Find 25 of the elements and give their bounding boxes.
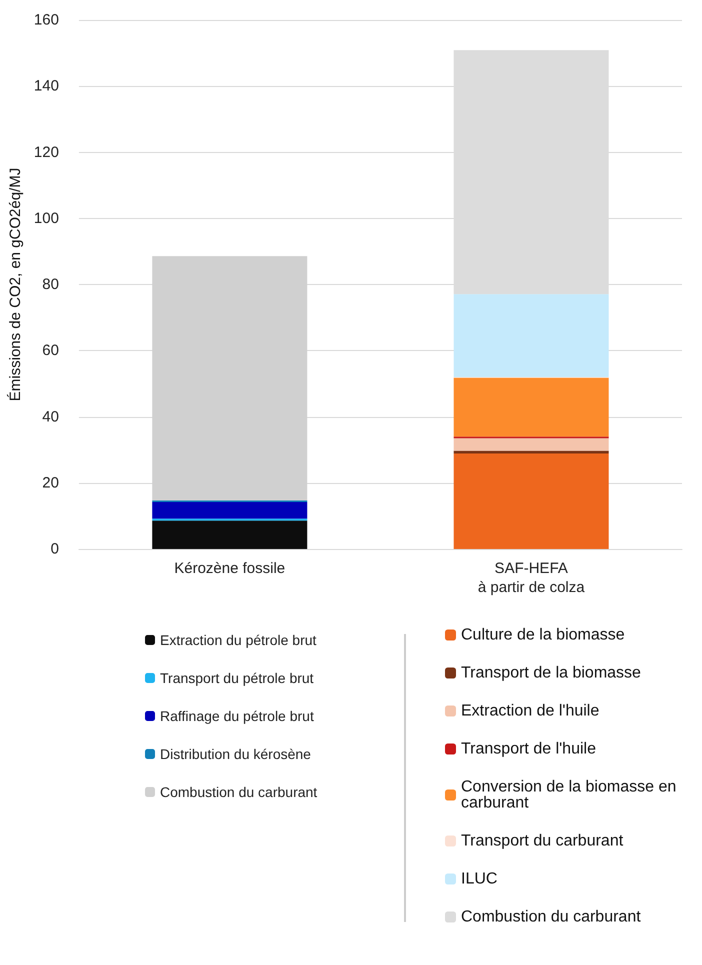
y-axis-title: Émissions de CO2, en gCO2éq/MJ: [6, 168, 24, 402]
x-tick-label: Kérozène fossile: [174, 560, 286, 577]
legend-label: Conversion de la biomasse en carburant: [461, 778, 681, 812]
y-tick-label: 0: [50, 540, 59, 558]
legend-label: Transport du carburant: [461, 832, 624, 850]
y-tick-label: 120: [34, 144, 59, 161]
legend-label: Combustion du carburant: [160, 784, 318, 800]
y-tick-label: 40: [42, 408, 59, 426]
y-tick-label: 160: [34, 12, 59, 28]
legend-label: Transport de la biomasse: [461, 664, 642, 682]
legend-label: Culture de la biomasse: [461, 626, 625, 644]
legend-label: Transport du pétrole brut: [160, 670, 314, 686]
legend-label: Distribution du kérosène: [160, 746, 312, 762]
y-tick-label: 60: [42, 342, 59, 360]
legend-label: Transport de l'huile: [461, 740, 596, 758]
legend-label: Raffinage du pétrole brut: [160, 708, 314, 724]
legend-label: Extraction de l'huile: [461, 702, 600, 720]
legend-label: ILUC: [461, 870, 498, 888]
y-tick-label: 140: [34, 78, 59, 95]
y-tick-label: 100: [34, 210, 59, 227]
legend-label: Combustion du carburant: [461, 908, 642, 926]
y-tick-label: 80: [42, 276, 59, 293]
legend-label: Extraction du pétrole brut: [160, 632, 317, 648]
x-tick-label: SAF-HEFA à partir de colza: [478, 560, 586, 596]
y-tick-label: 20: [42, 474, 59, 492]
